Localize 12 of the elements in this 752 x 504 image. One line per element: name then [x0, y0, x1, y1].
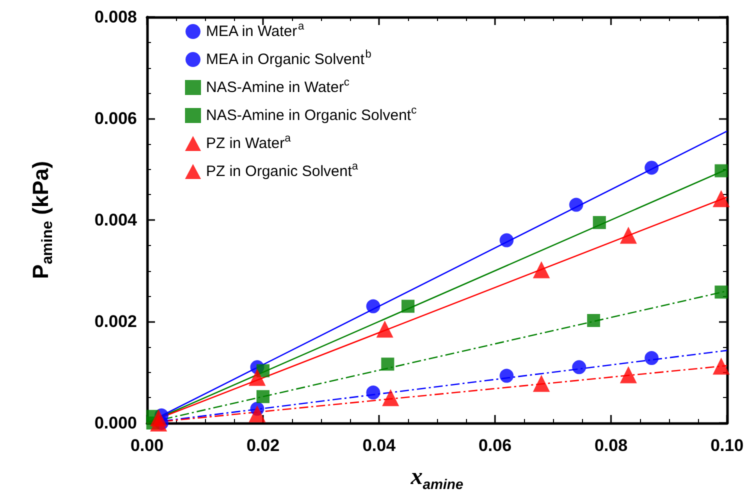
y-axis-title: Pamine (kPa)	[28, 161, 56, 279]
x-tick-label: 0.10	[710, 436, 744, 455]
y-tick-label: 0.002	[94, 312, 137, 331]
x-tick-label: 0.04	[362, 436, 396, 455]
y-tick-label: 0.000	[94, 414, 137, 432]
x-tick-label: 0.00	[130, 436, 164, 455]
y-tick-label: 0.006	[94, 109, 137, 128]
y-tick-label: 0.008	[94, 8, 137, 26]
x-tick-label: 0.06	[478, 436, 512, 455]
x-tick-label: 0.02	[246, 436, 280, 455]
y-tick-label: 0.004	[94, 210, 138, 230]
x-tick-label: 0.08	[594, 436, 628, 455]
